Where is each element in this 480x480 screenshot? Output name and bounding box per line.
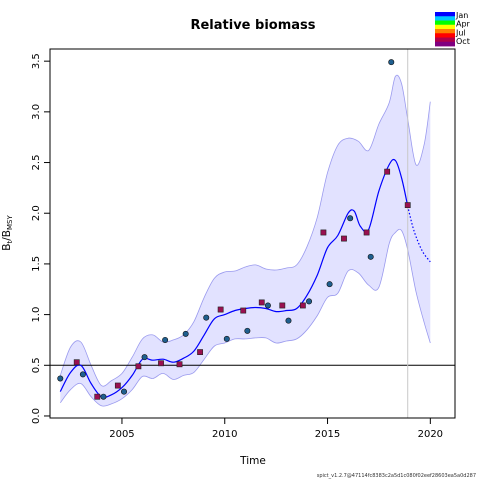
observation-point-23	[299, 302, 306, 309]
observation-point-32	[388, 59, 395, 66]
legend-color-swatch-5	[435, 33, 455, 38]
legend-color-swatch-4	[435, 29, 455, 34]
x-tick-label-0: 2005	[109, 429, 134, 440]
legend-color-swatch-2	[435, 20, 455, 26]
y-tick-label-7: 3.5	[31, 53, 42, 69]
observation-point-6	[121, 388, 128, 395]
x-tick-label-1: 2010	[212, 429, 237, 440]
observation-point-31	[384, 168, 391, 175]
x-axis-title: Time	[239, 455, 266, 467]
legend-label-jul: Jul	[455, 28, 466, 37]
observation-point-29	[363, 229, 370, 236]
observation-point-24	[306, 298, 313, 305]
observation-point-21	[279, 302, 286, 309]
x-tick-label-3: 2020	[418, 429, 443, 440]
y-axis-title-sep: /B	[1, 230, 13, 241]
observation-point-11	[176, 361, 183, 368]
legend-color-swatch-3	[435, 24, 455, 30]
observation-point-14	[203, 314, 210, 321]
legend-color-swatch-0	[435, 12, 455, 17]
legend-color-swatch-1	[435, 16, 455, 21]
observation-point-2	[79, 371, 86, 378]
observation-point-28	[347, 215, 354, 222]
y-tick-label-4: 2.0	[31, 205, 42, 221]
legend-label-jan: Jan	[455, 11, 468, 20]
observation-point-30	[367, 253, 374, 260]
y-axis-title-main: B	[1, 244, 13, 251]
y-axis-title: Bt/BMSY	[1, 215, 14, 251]
band-fill	[60, 75, 431, 407]
version-footer: spict_v1.2.7@47114fc8383c2a5d1c080f02eef…	[317, 473, 476, 479]
observation-point-8	[141, 354, 148, 361]
observation-point-26	[326, 281, 333, 288]
observation-point-13	[197, 349, 203, 356]
observation-point-5	[114, 382, 121, 389]
observation-point-27	[341, 235, 347, 242]
forecast-line	[407, 205, 431, 263]
y-axis: 0.0 0.5 1.0 1.5 2.0 2.5 3.0 3.5	[31, 53, 50, 424]
legend-color-swatch-7	[435, 41, 455, 47]
observation-point-10	[162, 336, 169, 343]
observation-point-25	[320, 229, 327, 236]
chart-title: Relative biomass	[190, 18, 315, 33]
legend-label-apr: Apr	[456, 20, 471, 29]
reference-lines	[50, 49, 455, 418]
observation-point-33	[404, 202, 411, 209]
observation-point-18	[244, 327, 251, 334]
y-tick-label-1: 0.5	[31, 357, 42, 373]
y-tick-label-6: 3.0	[31, 104, 42, 120]
band-upper-edge	[59, 74, 431, 387]
observation-point-15	[217, 306, 224, 313]
y-tick-label-2: 1.0	[31, 307, 42, 323]
observation-point-22	[285, 317, 292, 324]
observation-point-12	[182, 330, 189, 337]
observation-point-1	[73, 359, 80, 366]
y-axis-title-sub-t: t	[6, 241, 14, 244]
y-tick-label-0: 0.0	[31, 408, 42, 424]
legend-label-oct: Oct	[456, 37, 470, 46]
observation-points	[57, 59, 411, 400]
observation-point-19	[258, 299, 265, 306]
band-lower-edge	[59, 228, 431, 407]
observation-point-4	[100, 393, 107, 400]
observation-point-3	[94, 393, 101, 400]
x-tick-label-2: 2015	[315, 429, 340, 440]
observation-point-17	[240, 307, 247, 314]
plot-frame	[49, 48, 456, 419]
legend-color-swatch-6	[435, 37, 455, 43]
y-tick-label-3: 1.5	[31, 256, 42, 272]
observation-point-9	[158, 360, 164, 367]
observation-point-0	[57, 375, 64, 382]
y-axis-title-sub-msy: MSY	[6, 215, 14, 230]
observation-point-16	[223, 335, 230, 342]
confidence-band	[59, 74, 431, 407]
x-axis: 2005 2010 2015 2020	[109, 418, 443, 440]
observation-point-7	[135, 363, 142, 370]
y-tick-label-5: 2.5	[31, 155, 42, 171]
observation-point-20	[264, 302, 271, 309]
